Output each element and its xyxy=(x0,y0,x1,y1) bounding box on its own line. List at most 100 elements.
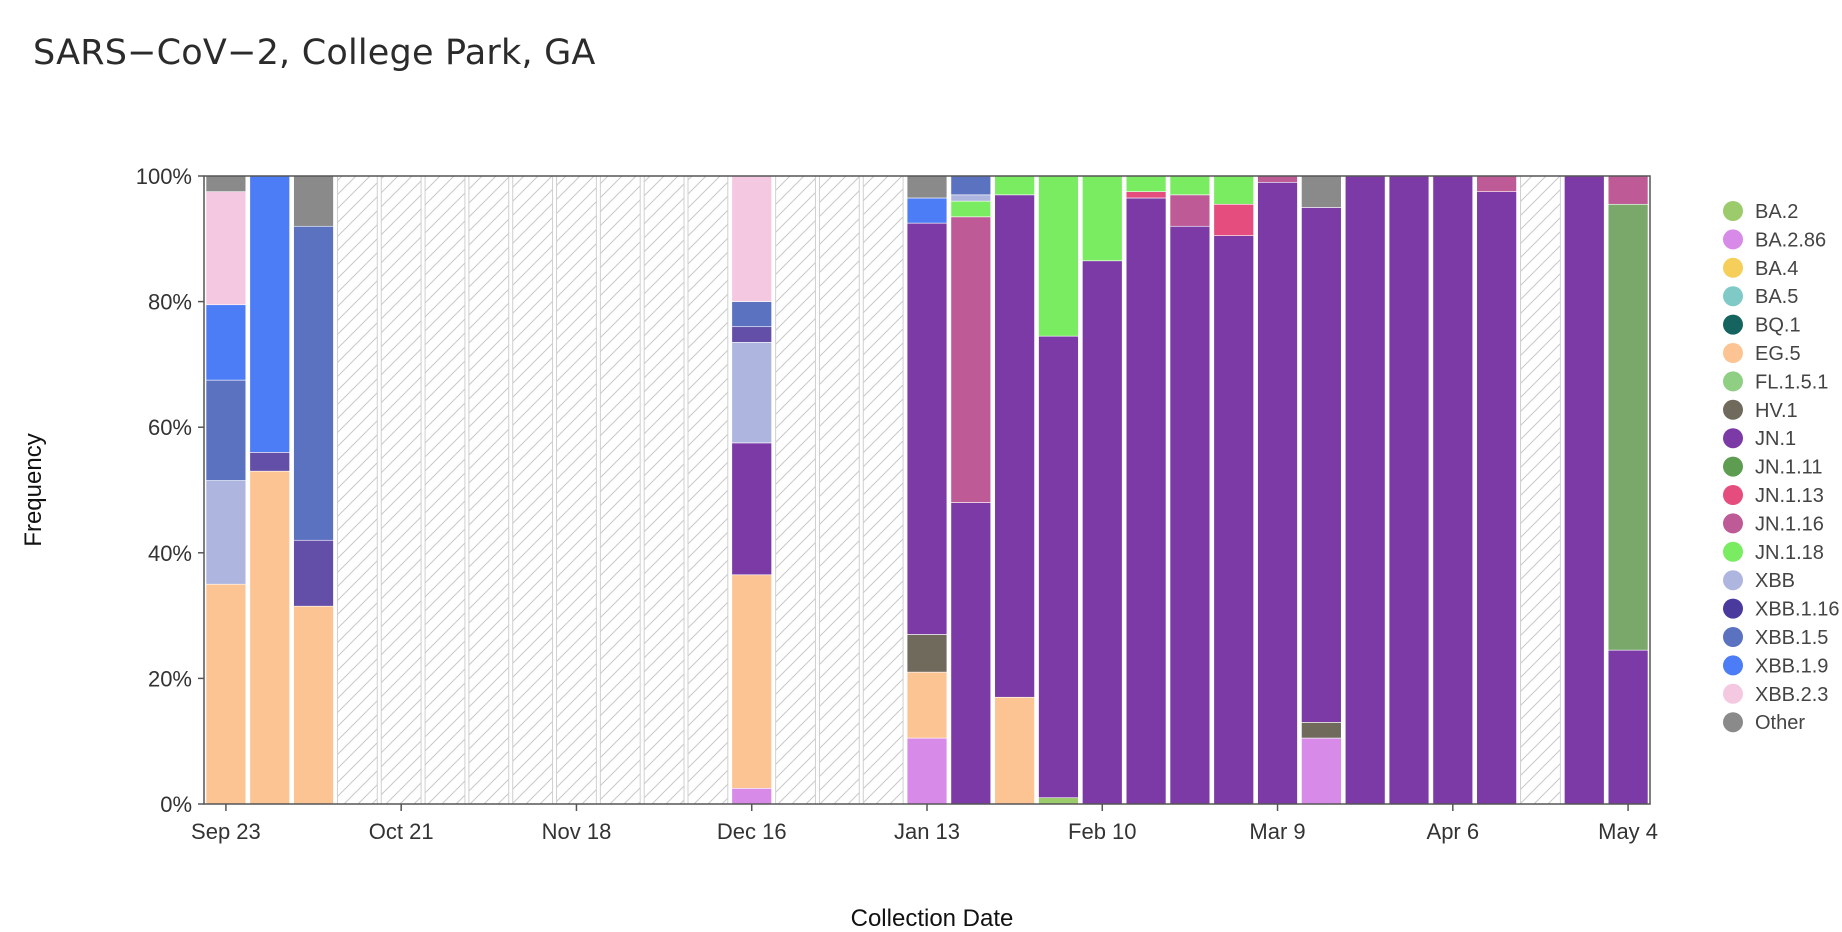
legend-swatch xyxy=(1723,286,1743,307)
y-axis: 0% 20% 40% 60% 80% 100% xyxy=(136,164,204,817)
bar-segment xyxy=(1038,797,1079,805)
bar-segment xyxy=(1301,737,1342,805)
bar-segment xyxy=(249,452,290,472)
no-data-bar xyxy=(818,175,860,805)
legend-swatch xyxy=(1723,229,1743,250)
bar-segment xyxy=(249,175,290,453)
no-data-bar xyxy=(599,175,641,805)
bar-segment xyxy=(1213,175,1254,205)
bar-segment xyxy=(1169,175,1211,196)
x-tick-label: Mar 9 xyxy=(1249,819,1305,844)
y-tick-label: 60% xyxy=(148,415,192,440)
bar-segment xyxy=(731,342,772,444)
legend-label: XBB.1.16 xyxy=(1755,599,1840,621)
bar-segment xyxy=(950,175,992,196)
x-tick-label: Oct 21 xyxy=(369,819,434,844)
legend-swatch xyxy=(1723,399,1743,420)
bar-segment xyxy=(1607,175,1649,205)
bar-segment xyxy=(1301,175,1342,208)
no-data-bar xyxy=(468,175,510,805)
bar-segment xyxy=(1301,722,1342,739)
legend: BA.2 BA.2.86 BA.4 BA.5 BQ.1 EG.5 FL.1.5.1 HV.1 J… xyxy=(1723,201,1840,734)
legend-swatch xyxy=(1723,541,1743,562)
bar-segment xyxy=(293,539,334,607)
bar-segment xyxy=(731,301,772,328)
plot-area xyxy=(203,175,1651,805)
bar-segment xyxy=(1257,181,1298,805)
legend-swatch xyxy=(1723,683,1743,704)
no-data-bar xyxy=(687,175,729,805)
legend-label: JN.1.11 xyxy=(1755,457,1822,479)
legend-label: XBB.1.9 xyxy=(1755,655,1828,677)
no-data-bar xyxy=(336,175,378,805)
bar-segment xyxy=(293,225,334,541)
no-data-bar xyxy=(556,175,597,805)
no-data-bar xyxy=(1520,175,1561,805)
x-tick-label: Apr 6 xyxy=(1427,819,1480,844)
legend-label: BA.2 xyxy=(1755,201,1798,223)
legend-swatch xyxy=(1723,655,1743,676)
legend-swatch xyxy=(1723,513,1743,534)
bar-segment xyxy=(1388,175,1430,805)
bar-segment xyxy=(906,634,948,673)
legend-label: JN.1.16 xyxy=(1755,513,1824,535)
x-tick-label: Feb 10 xyxy=(1068,819,1137,844)
bar-segment xyxy=(1476,175,1517,192)
no-data-bar xyxy=(424,175,466,805)
x-axis-label: Collection Date xyxy=(851,905,1014,932)
no-data-bar xyxy=(512,175,554,805)
no-data-bar xyxy=(862,175,904,805)
bar-segment xyxy=(950,216,992,503)
bar-segment xyxy=(1344,175,1386,805)
bar-segment xyxy=(1082,175,1123,262)
no-data-bar xyxy=(380,175,422,805)
bar-segment xyxy=(1125,191,1167,199)
legend-swatch xyxy=(1723,371,1743,392)
bar-segment xyxy=(1301,207,1342,723)
y-axis-label: Frequency xyxy=(20,433,47,546)
x-tick-label: Nov 18 xyxy=(542,819,612,844)
legend-label: BQ.1 xyxy=(1755,315,1801,337)
y-tick-label: 80% xyxy=(148,290,192,315)
x-tick-label: May 4 xyxy=(1598,819,1658,844)
legend-swatch xyxy=(1723,201,1743,221)
legend-swatch xyxy=(1723,598,1743,619)
bar-segment xyxy=(249,470,290,805)
bar-segment xyxy=(205,379,247,481)
bar-segment xyxy=(1607,203,1649,651)
legend-label: BA.4 xyxy=(1755,258,1798,280)
bar-segment xyxy=(994,696,1035,805)
bar-segment xyxy=(994,194,1035,698)
legend-swatch xyxy=(1723,456,1743,477)
legend-swatch xyxy=(1723,485,1743,505)
bar-segment xyxy=(906,671,948,739)
x-tick-label: Sep 23 xyxy=(191,819,261,844)
legend-swatch xyxy=(1723,257,1743,278)
bar-segment xyxy=(906,197,948,224)
legend-label: FL.1.5.1 xyxy=(1755,371,1828,393)
bar-segment xyxy=(1432,175,1474,805)
bar-segment xyxy=(1038,175,1079,337)
legend-label: Other xyxy=(1755,712,1805,734)
legend-label: JN.1 xyxy=(1755,428,1796,450)
x-axis: Sep 23 Oct 21 Nov 18 Dec 16 Jan 13 Feb 10 Mar … xyxy=(191,804,1658,844)
legend-swatch xyxy=(1723,712,1743,733)
bar-segment xyxy=(1476,191,1517,805)
y-tick-label: 40% xyxy=(148,541,192,566)
bar-segment xyxy=(950,200,992,218)
bar-segment xyxy=(205,480,247,585)
legend-swatch xyxy=(1723,428,1743,449)
legend-label: XBB.2.3 xyxy=(1755,684,1828,706)
legend-label: EG.5 xyxy=(1755,343,1801,365)
bar-segment xyxy=(950,502,992,805)
legend-label: XBB xyxy=(1755,570,1795,592)
bar-segment xyxy=(994,175,1035,196)
bar-segment xyxy=(1038,335,1079,799)
legend-swatch xyxy=(1723,314,1743,335)
bar-segment xyxy=(1169,194,1211,227)
bar-segment xyxy=(205,583,247,805)
legend-swatch xyxy=(1723,343,1743,363)
bar-segment xyxy=(293,605,334,805)
y-tick-label: 20% xyxy=(148,666,192,691)
